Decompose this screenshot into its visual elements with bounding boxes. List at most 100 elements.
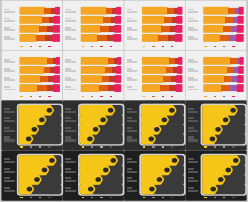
Bar [47,27,54,33]
FancyBboxPatch shape [176,17,183,25]
Circle shape [41,167,48,173]
Bar [30,47,32,48]
Bar [65,60,71,61]
Bar [171,77,177,83]
Bar [127,190,137,192]
FancyBboxPatch shape [139,123,186,136]
FancyBboxPatch shape [80,105,123,116]
Bar [48,77,54,83]
Bar [237,59,240,65]
Bar [108,86,115,92]
Bar [65,111,76,113]
Bar [188,78,194,79]
Bar [163,77,171,83]
FancyBboxPatch shape [81,85,121,93]
Bar [127,68,132,70]
Bar [65,71,76,73]
Circle shape [209,186,217,192]
FancyBboxPatch shape [78,123,124,136]
Bar [4,171,15,173]
FancyBboxPatch shape [19,35,37,43]
Circle shape [48,158,56,164]
Bar [204,147,207,148]
FancyBboxPatch shape [19,85,38,93]
Circle shape [223,119,228,122]
FancyBboxPatch shape [18,105,52,116]
FancyBboxPatch shape [78,154,124,167]
Bar [48,147,51,148]
Bar [188,118,194,120]
Bar [4,89,15,91]
Bar [100,147,103,148]
Bar [173,67,178,74]
Circle shape [109,109,113,113]
FancyBboxPatch shape [17,164,63,177]
Bar [33,59,47,65]
FancyBboxPatch shape [18,115,62,126]
Bar [91,27,100,33]
FancyBboxPatch shape [78,104,124,117]
FancyBboxPatch shape [17,154,63,167]
Bar [65,130,76,132]
Bar [39,97,41,98]
Bar [223,47,225,48]
Bar [30,27,39,33]
FancyBboxPatch shape [175,85,183,93]
Bar [45,36,53,42]
Bar [152,27,161,33]
Bar [127,171,137,173]
Circle shape [226,168,230,172]
Bar [188,12,198,14]
Bar [91,47,93,48]
Bar [212,36,220,42]
Bar [20,47,23,48]
Circle shape [224,167,232,173]
Bar [4,37,10,38]
Bar [162,197,164,198]
Bar [108,59,114,65]
Bar [174,9,178,15]
FancyBboxPatch shape [81,76,121,83]
Bar [188,80,198,82]
Bar [31,77,40,83]
Bar [100,47,103,48]
Bar [65,140,76,142]
FancyBboxPatch shape [18,105,62,116]
FancyBboxPatch shape [53,76,60,83]
Bar [216,9,228,15]
Bar [155,67,166,74]
Bar [152,147,155,148]
Bar [113,9,117,15]
Bar [102,77,109,83]
Bar [160,86,169,92]
FancyBboxPatch shape [202,105,236,116]
Bar [4,62,15,64]
Bar [232,197,235,198]
Circle shape [170,109,174,113]
FancyBboxPatch shape [175,35,183,43]
Bar [65,39,76,41]
Bar [30,147,32,148]
Bar [214,27,223,33]
Bar [82,197,84,198]
FancyBboxPatch shape [19,85,60,93]
Bar [151,36,158,42]
Bar [233,18,239,24]
Bar [127,78,132,79]
Circle shape [33,177,41,183]
Bar [152,47,155,48]
Bar [4,80,15,82]
Circle shape [35,178,39,181]
FancyBboxPatch shape [80,155,116,166]
Bar [127,168,132,170]
Bar [91,197,93,198]
Bar [44,67,50,74]
FancyBboxPatch shape [202,184,245,195]
Bar [188,168,194,170]
FancyBboxPatch shape [19,58,60,65]
FancyBboxPatch shape [142,67,167,75]
FancyBboxPatch shape [202,165,231,176]
Bar [4,21,15,23]
FancyBboxPatch shape [80,115,106,126]
FancyBboxPatch shape [203,58,231,65]
